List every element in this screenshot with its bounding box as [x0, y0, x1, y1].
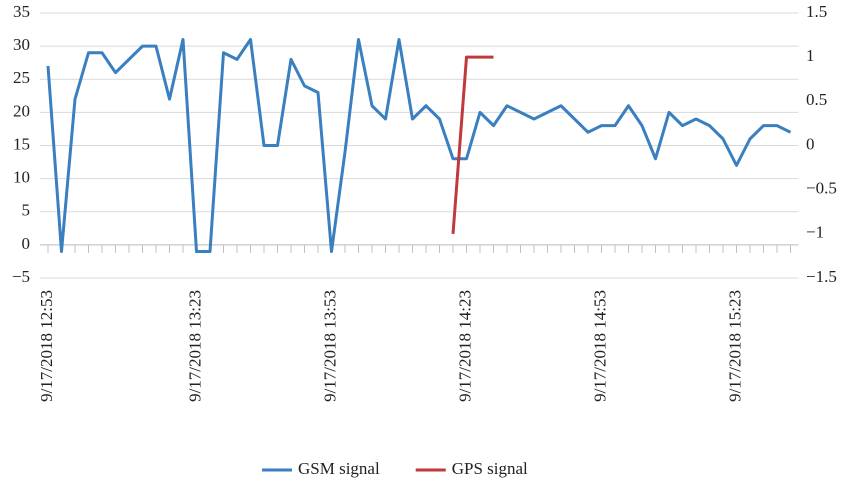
x-tick-label: 9/17/2018 13:53: [320, 290, 339, 402]
y2-tick-label: 0.5: [806, 90, 827, 109]
y2-tick-label: −1: [806, 223, 824, 242]
y-tick-label: 20: [13, 101, 30, 120]
x-tick-label: 9/17/2018 12:53: [37, 290, 56, 402]
y-tick-label: 5: [22, 201, 31, 220]
series-line: [451, 55, 494, 234]
legend-label: GPS signal: [452, 459, 528, 478]
x-tick-label: 9/17/2018 15:23: [725, 290, 744, 402]
y2-tick-label: 1: [806, 46, 815, 65]
y2-tick-label: −1.5: [806, 267, 837, 286]
y2-tick-label: −0.5: [806, 179, 837, 198]
x-tick-label: 9/17/2018 14:23: [455, 290, 474, 402]
y-tick-label: 15: [13, 134, 30, 153]
y-tick-label: 25: [13, 68, 30, 87]
y-tick-label: 10: [13, 168, 30, 187]
x-tick-label: 9/17/2018 14:53: [590, 290, 609, 402]
legend-label: GSM signal: [298, 459, 380, 478]
y-tick-label: 0: [22, 234, 31, 253]
y-tick-label: 30: [13, 35, 30, 54]
series-line: [46, 38, 792, 253]
y2-tick-label: 1.5: [806, 2, 827, 21]
y-tick-label: 35: [13, 2, 30, 21]
y-tick-label: −5: [12, 267, 30, 286]
x-tick-label: 9/17/2018 13:23: [185, 290, 204, 402]
y2-tick-label: 0: [806, 134, 815, 153]
